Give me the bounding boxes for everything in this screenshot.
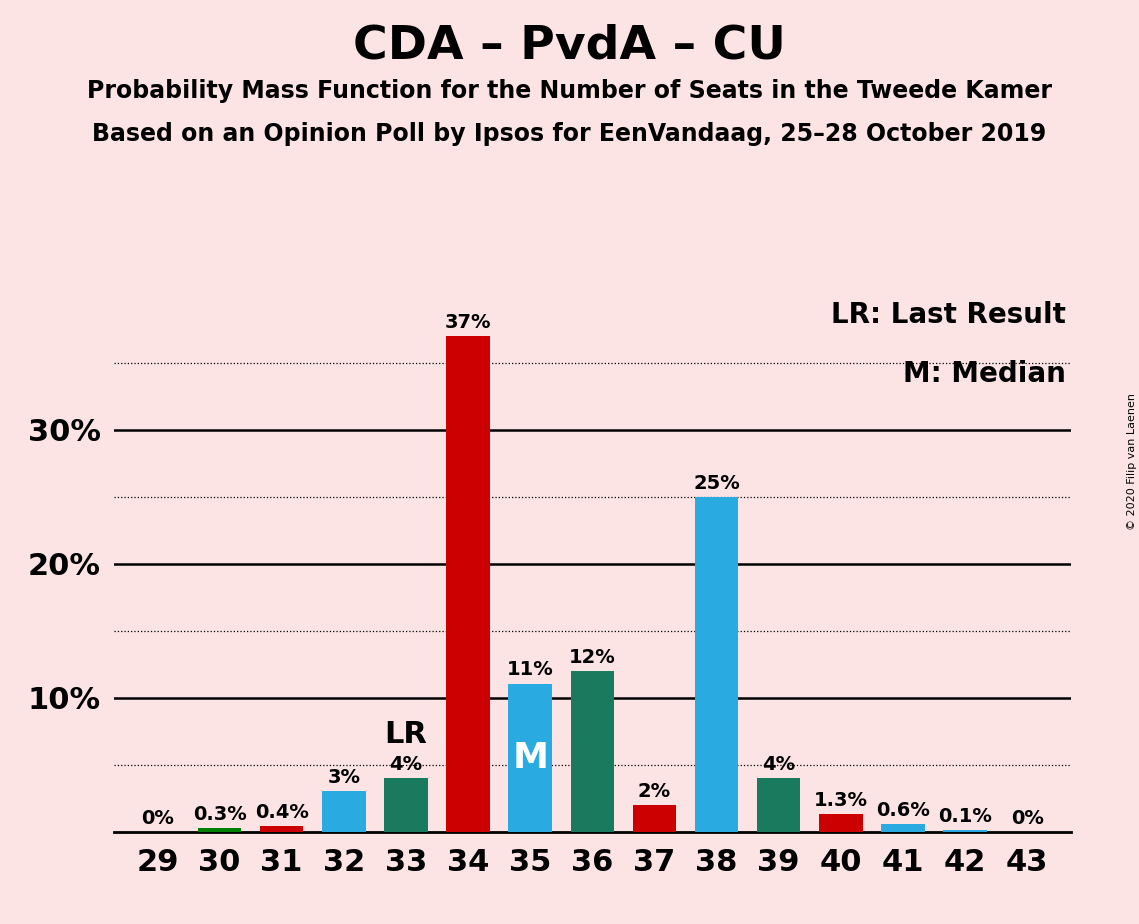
Text: CDA – PvdA – CU: CDA – PvdA – CU xyxy=(353,23,786,68)
Bar xyxy=(632,805,677,832)
Text: 2%: 2% xyxy=(638,782,671,801)
Bar xyxy=(384,778,427,832)
Text: Probability Mass Function for the Number of Seats in the Tweede Kamer: Probability Mass Function for the Number… xyxy=(87,79,1052,103)
Text: 3%: 3% xyxy=(327,769,360,787)
Text: © 2020 Filip van Laenen: © 2020 Filip van Laenen xyxy=(1126,394,1137,530)
Text: 0%: 0% xyxy=(1010,808,1043,828)
Bar xyxy=(943,831,986,832)
Text: 4%: 4% xyxy=(762,755,795,774)
Bar xyxy=(260,826,303,832)
Text: 0%: 0% xyxy=(141,808,174,828)
Bar xyxy=(198,828,241,832)
Bar xyxy=(322,791,366,832)
Text: 4%: 4% xyxy=(390,755,423,774)
Text: 12%: 12% xyxy=(568,648,616,667)
Text: LR: LR xyxy=(385,720,427,748)
Text: 1.3%: 1.3% xyxy=(813,791,868,810)
Text: 0.4%: 0.4% xyxy=(255,803,309,822)
Bar xyxy=(819,814,862,832)
Text: 37%: 37% xyxy=(444,313,491,332)
Text: 0.1%: 0.1% xyxy=(939,808,992,826)
Bar xyxy=(882,823,925,832)
Bar xyxy=(757,778,801,832)
Text: 11%: 11% xyxy=(507,660,554,679)
Text: Based on an Opinion Poll by Ipsos for EenVandaag, 25–28 October 2019: Based on an Opinion Poll by Ipsos for Ee… xyxy=(92,122,1047,146)
Text: 0.3%: 0.3% xyxy=(192,805,246,823)
Text: M: M xyxy=(513,741,548,775)
Text: LR: Last Result: LR: Last Result xyxy=(831,301,1066,329)
Text: 25%: 25% xyxy=(694,474,740,492)
Text: M: Median: M: Median xyxy=(903,360,1066,388)
Bar xyxy=(508,684,552,832)
Bar xyxy=(446,336,490,832)
Bar xyxy=(695,497,738,832)
Bar xyxy=(571,671,614,832)
Text: 0.6%: 0.6% xyxy=(876,800,929,820)
